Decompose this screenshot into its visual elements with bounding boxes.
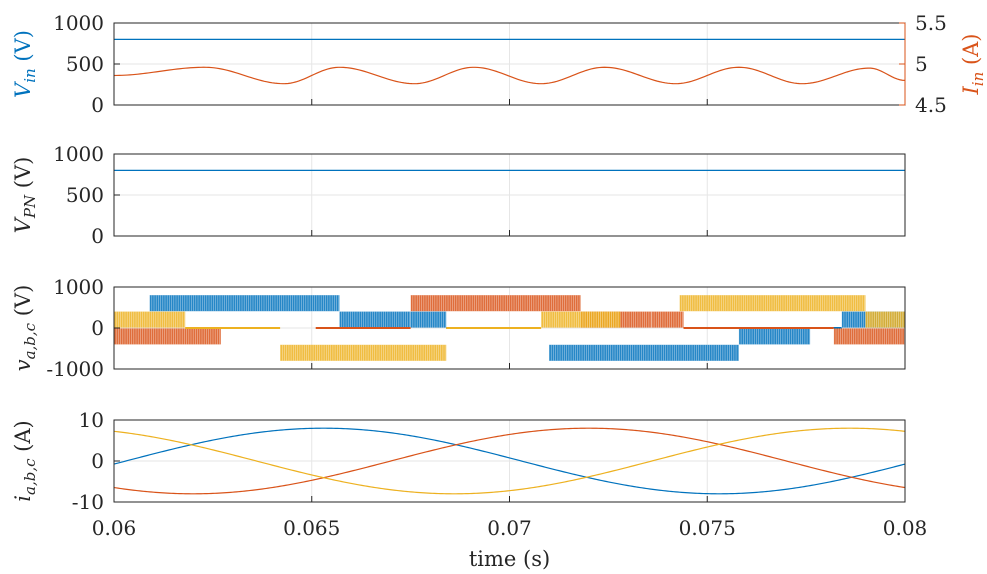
x-tick-label: 0.065 (283, 516, 340, 540)
segment (339, 311, 411, 328)
plot-area (114, 38, 905, 85)
y-axis-label: VPN (V) (11, 157, 39, 234)
grid (114, 420, 905, 502)
segment (651, 311, 684, 328)
y-right-tick-label: 5 (915, 52, 928, 76)
segment (114, 311, 186, 328)
segment (185, 327, 281, 329)
x-tick-label: 0.08 (883, 516, 928, 540)
y-axis-label: va,b,c (V) (11, 285, 39, 372)
y-tick-label: 500 (66, 52, 104, 76)
series-i_a (114, 427, 905, 495)
subplot-3: -1000 0 1000 va,b,c (V) (11, 275, 906, 381)
y-tick-label: 0 (91, 449, 104, 473)
y-axis-label: Vin (V) (11, 30, 39, 98)
segment (114, 328, 221, 345)
series-I_in (114, 66, 905, 85)
y-tick-label: 10 (79, 408, 104, 432)
y-tick-label: 0 (91, 316, 104, 340)
x-tick-label: 0.07 (487, 516, 532, 540)
subplot-1: 0 500 1000 4.5 5 5.5 Vin (V) Iin (A) (11, 11, 987, 117)
y-right-axis-label: Iin (A) (959, 34, 987, 96)
y-right-tick-label: 5.5 (915, 11, 947, 35)
y-tick-label: -1000 (46, 357, 104, 381)
segment (738, 328, 811, 345)
y-axis-label: ia,b,c (A) (11, 420, 39, 501)
plot-area (114, 295, 905, 361)
y-right-tick-label: 4.5 (915, 93, 947, 117)
series-v_b (114, 295, 905, 345)
segment (149, 295, 340, 312)
y-tick-label: 0 (91, 93, 104, 117)
y-tick-label: -10 (72, 490, 104, 514)
series-v_c (114, 295, 905, 361)
subplot-4: -10 0 10 ia,b,c (A) (11, 408, 906, 514)
segment (446, 327, 542, 329)
x-tick-label: 0.06 (92, 516, 137, 540)
segment (410, 295, 581, 312)
series-i_c (114, 427, 905, 495)
grid (114, 154, 905, 236)
plot-area (114, 427, 905, 495)
subplot-2: 0 500 1000 VPN (V) (11, 142, 906, 248)
y-tick-label: 1000 (53, 11, 104, 35)
segment (549, 344, 739, 361)
series-i_b (114, 427, 905, 495)
y-tick-label: 0 (91, 224, 104, 248)
segment (679, 295, 866, 312)
x-tick-label: 0.075 (679, 516, 736, 540)
segment (280, 344, 447, 361)
segment (833, 328, 905, 345)
grid (114, 23, 905, 105)
y-tick-label: 1000 (53, 142, 104, 166)
x-axis-label: time (s) (469, 547, 550, 571)
segment (315, 327, 411, 329)
y-tick-label: 1000 (53, 275, 104, 299)
y-tick-label: 500 (66, 183, 104, 207)
segment (683, 327, 834, 329)
